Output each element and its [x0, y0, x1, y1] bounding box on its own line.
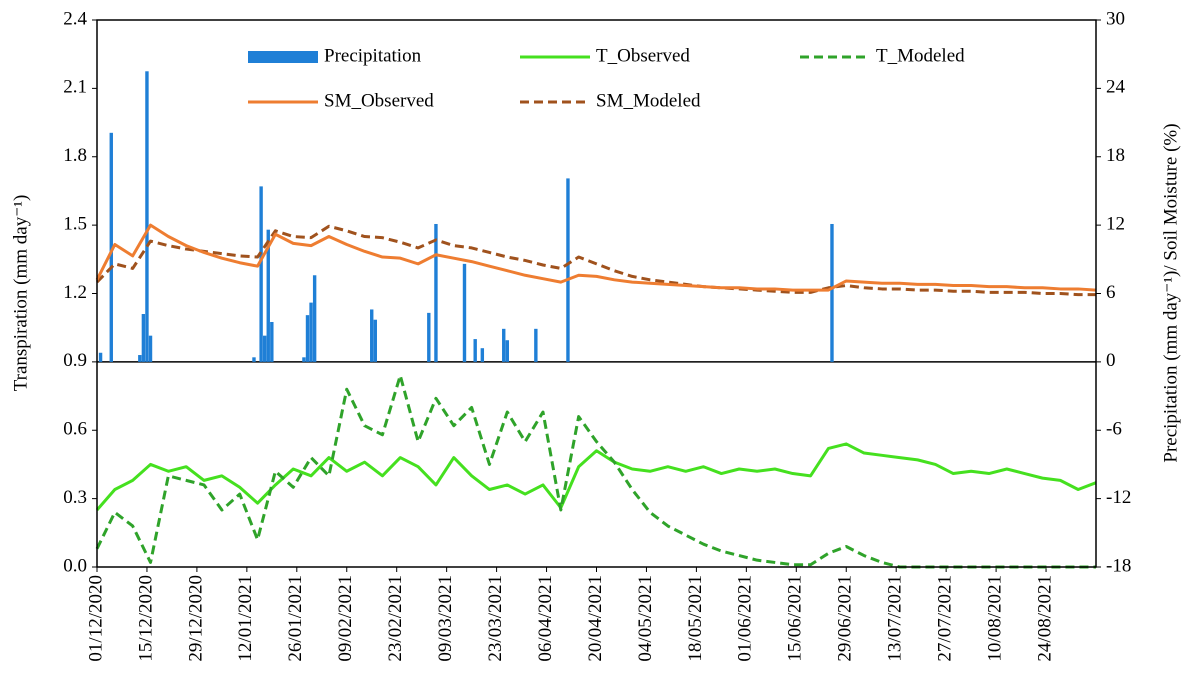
precipitation-bar: [109, 132, 113, 362]
legend-label: T_Modeled: [876, 45, 965, 66]
x-tick-label: 23/03/2021: [485, 575, 506, 662]
y2-tick-label: 30: [1106, 8, 1125, 29]
x-tick-label: 01/12/2020: [85, 575, 106, 662]
x-tick-label: 26/01/2021: [285, 575, 306, 662]
x-tick-label: 15/12/2020: [135, 575, 156, 662]
precipitation-bar: [502, 328, 506, 362]
y2-axis-title: Precipitation (mm day⁻¹)/ Soil Moisture …: [1160, 123, 1181, 462]
x-tick-label: 10/08/2021: [984, 575, 1005, 662]
y-axis-title: Transpiration (mm day⁻¹): [10, 195, 31, 392]
y-tick-label: 0.9: [63, 350, 87, 371]
y-tick-label: 0.3: [63, 487, 87, 508]
precipitation-bar: [370, 309, 374, 362]
x-tick-label: 01/06/2021: [735, 575, 756, 662]
precipitation-bar: [302, 357, 306, 362]
series-line: [95, 442, 1097, 512]
y-tick-label: 2.4: [63, 8, 87, 29]
precipitation-bar: [373, 319, 377, 362]
x-tick-label: 04/05/2021: [635, 575, 656, 662]
precipitation-bar: [505, 340, 510, 362]
y2-tick-label: 24: [1106, 77, 1126, 98]
x-tick-label: 23/02/2021: [385, 575, 406, 662]
y2-tick-label: 18: [1106, 145, 1125, 166]
series-line: [95, 223, 1097, 292]
y-tick-label: 1.8: [63, 145, 87, 166]
x-tick-label: 09/03/2021: [435, 575, 456, 662]
y2-tick-label: -12: [1106, 487, 1131, 508]
y-tick-label: 2.1: [63, 77, 87, 98]
x-tick-label: 24/08/2021: [1034, 575, 1055, 662]
legend-label: SM_Observed: [324, 90, 434, 111]
precipitation-bar: [312, 275, 317, 362]
y2-tick-label: 12: [1106, 213, 1125, 234]
legend-label: T_Observed: [596, 45, 690, 66]
precipitation-bar: [145, 71, 149, 362]
precipitation-bar: [434, 223, 438, 362]
y2-tick-label: -6: [1106, 419, 1122, 440]
x-tick-label: 06/04/2021: [535, 575, 556, 662]
precipitation-bar: [566, 178, 570, 362]
precipitation-bar: [98, 352, 103, 362]
legend-swatch: [248, 51, 318, 63]
precipitation-bar: [141, 314, 146, 362]
precipitation-bar: [305, 315, 310, 362]
precipitation-bar: [138, 355, 142, 362]
precipitation-bar: [534, 328, 538, 362]
precipitation-bar: [830, 223, 834, 362]
precipitation-bar: [480, 348, 485, 362]
precipitation-bar: [262, 335, 267, 362]
y-tick-label: 0.6: [63, 419, 87, 440]
precipitation-bar: [427, 312, 431, 362]
y-tick-label: 0.0: [63, 555, 87, 576]
legend-label: Precipitation: [324, 45, 422, 66]
series-line: [95, 224, 1096, 297]
precipitation-bar: [252, 357, 256, 362]
y-tick-label: 1.5: [63, 213, 87, 234]
x-tick-label: 18/05/2021: [685, 575, 706, 662]
precipitation-bar: [473, 339, 477, 362]
x-tick-label: 15/06/2021: [785, 575, 806, 662]
precipitation-bar: [266, 229, 270, 362]
legend-label: SM_Modeled: [596, 90, 701, 111]
precipitation-bar: [309, 302, 313, 362]
x-tick-label: 29/06/2021: [835, 575, 856, 662]
x-tick-label: 12/01/2021: [235, 575, 256, 662]
x-tick-label: 27/07/2021: [935, 575, 956, 662]
y2-tick-label: -18: [1106, 555, 1131, 576]
x-tick-label: 20/04/2021: [585, 575, 606, 662]
x-tick-label: 13/07/2021: [885, 575, 906, 662]
precipitation-bar: [148, 335, 153, 362]
precipitation-bar: [259, 186, 263, 362]
precipitation-bar: [462, 263, 467, 362]
x-tick-label: 09/02/2021: [335, 575, 356, 662]
plot-frame: [96, 19, 1097, 568]
y-tick-label: 1.2: [63, 282, 87, 303]
y2-tick-label: 0: [1106, 350, 1116, 371]
precipitation-bar: [270, 321, 274, 362]
y2-tick-label: 6: [1106, 282, 1116, 303]
x-tick-label: 29/12/2020: [185, 575, 206, 662]
